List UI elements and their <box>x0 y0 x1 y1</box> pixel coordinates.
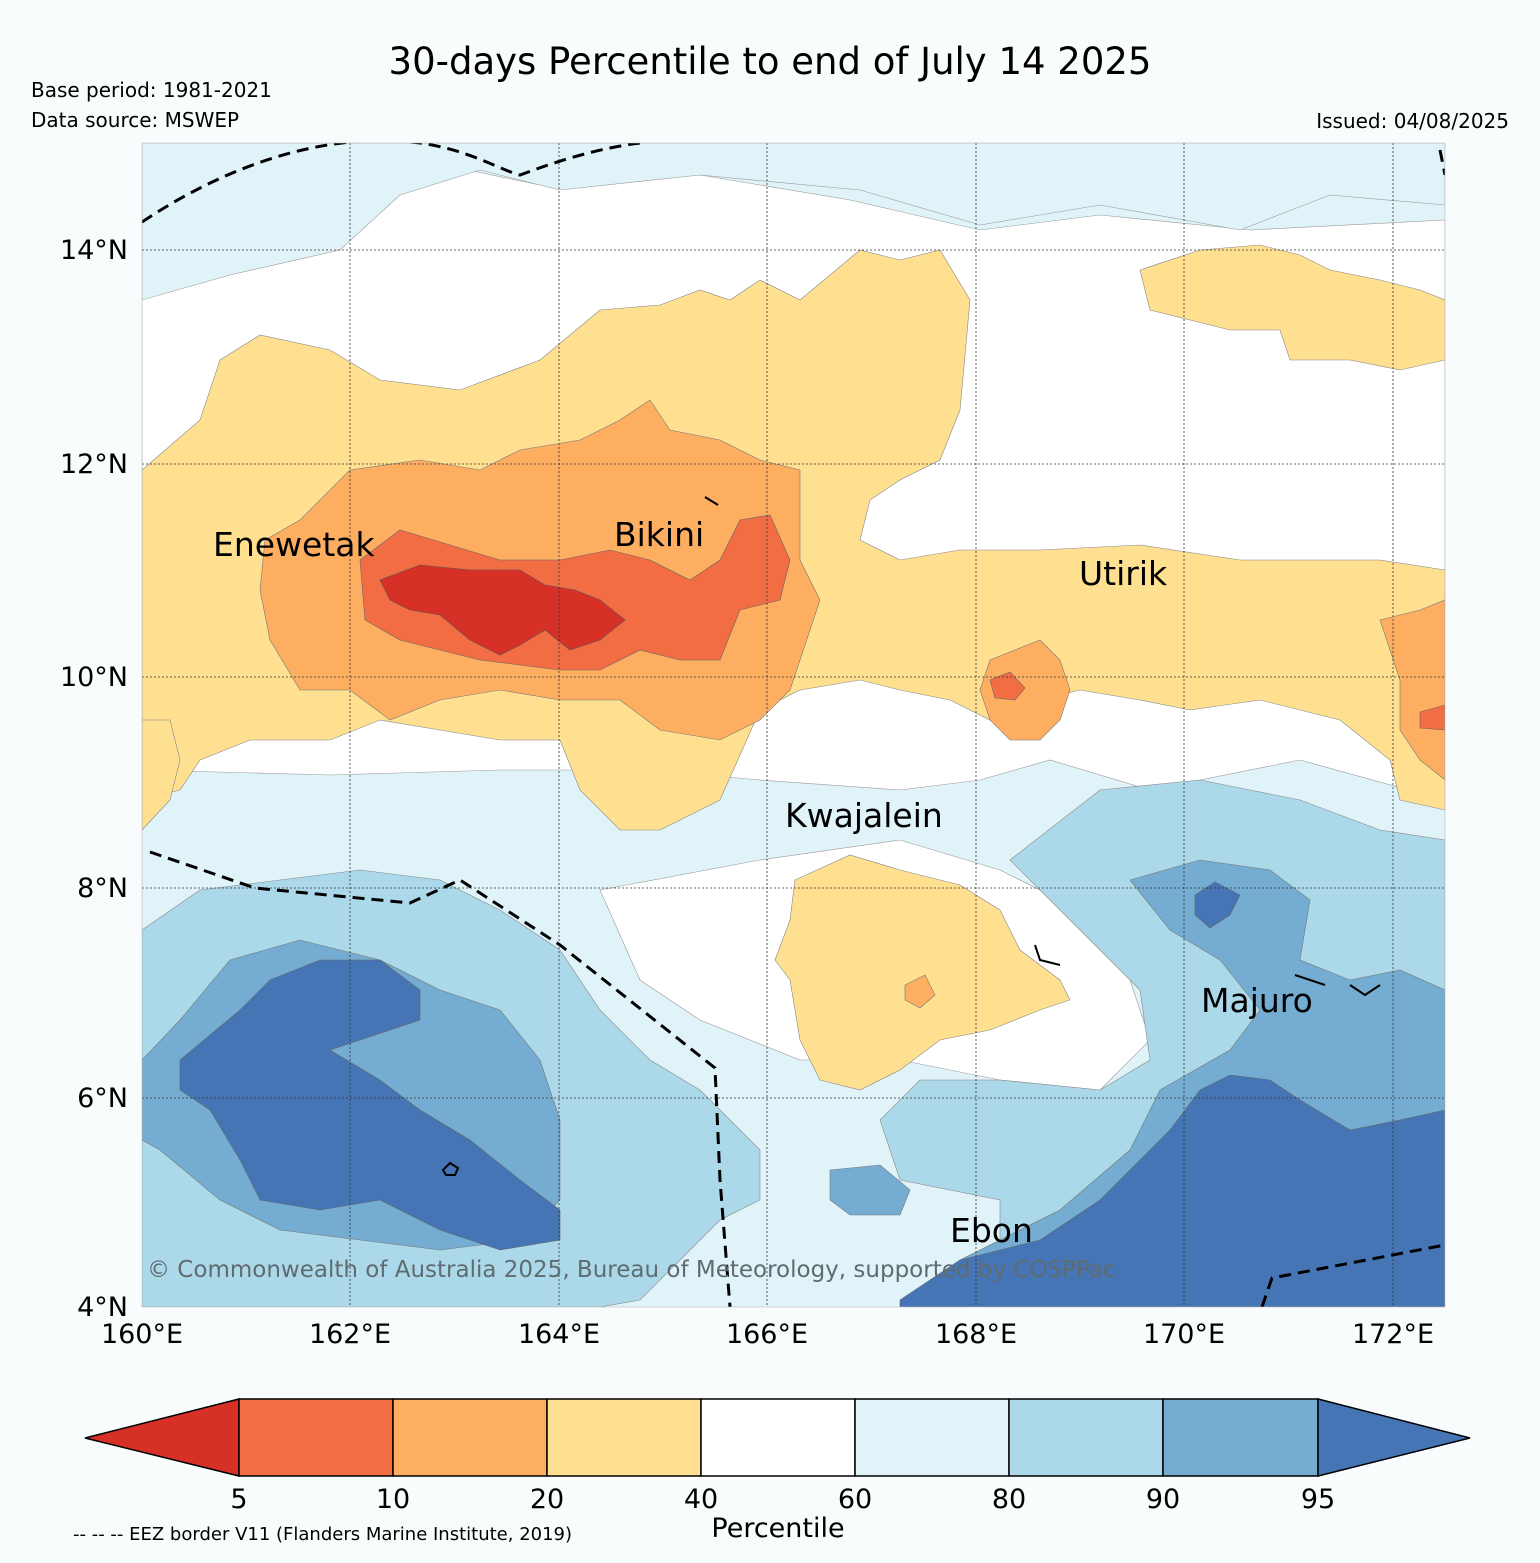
colorbar-tick-95: 95 <box>1301 1484 1335 1515</box>
colorbar-tick-90: 90 <box>1146 1484 1180 1515</box>
colorbar-segment-80-90 <box>1008 1398 1164 1477</box>
lon-tick-166e: 166°E <box>726 1319 808 1350</box>
issued-date-text: Issued: 04/08/2025 <box>1316 109 1509 133</box>
lon-tick-168e: 168°E <box>935 1319 1017 1350</box>
darkblue-region-east <box>899 1074 1445 1307</box>
darkblue-region-west <box>179 959 561 1251</box>
colorbar-tick-40: 40 <box>684 1484 718 1515</box>
place-label-kwajalein: Kwajalein <box>785 796 943 835</box>
orange-region-kwaj <box>904 974 936 1009</box>
place-labels: Enewetak Bikini Utirik Kwajalein Majuro … <box>213 515 1313 1250</box>
orange-region-utirik <box>979 639 1071 741</box>
colorbar-segment-20-40 <box>546 1398 702 1477</box>
island-outlines <box>441 496 1381 1176</box>
eez-note: -- -- -- EEZ border V11 (Flanders Marine… <box>73 1524 572 1545</box>
lon-tick-164e: 164°E <box>518 1319 600 1350</box>
colorbar-tick-20: 20 <box>530 1484 564 1515</box>
red-region <box>379 564 626 656</box>
gridlines <box>142 143 1445 1307</box>
light-blue-north <box>142 143 1445 301</box>
colorbar-segment-60-80 <box>854 1398 1010 1477</box>
yellow-region-kwaj <box>774 854 1071 1091</box>
lon-tick-172e: 172°E <box>1352 1319 1434 1350</box>
lat-tick-4n: 4°N <box>77 1292 128 1323</box>
lon-tick-160e: 160°E <box>101 1319 183 1350</box>
colorbar-segment-40-60 <box>700 1398 856 1477</box>
colorbar-ticks: 5 10 20 40 60 80 90 95 <box>230 1484 1335 1515</box>
colorbar-label: Percentile <box>711 1513 844 1544</box>
copyright-text: © Commonwealth of Australia 2025, Bureau… <box>147 1257 1116 1283</box>
darkblue-region-majuro <box>1194 881 1241 929</box>
base-period-text: Base period: 1981-2021 <box>31 78 272 102</box>
place-label-enewetak: Enewetak <box>213 525 376 564</box>
lat-tick-12n: 12°N <box>60 449 128 480</box>
place-label-ebon: Ebon <box>950 1211 1033 1250</box>
lat-ticks: 14°N 12°N 10°N 8°N 6°N 4°N <box>60 235 128 1323</box>
lat-tick-8n: 8°N <box>77 873 128 904</box>
colorbar-tick-10: 10 <box>376 1484 410 1515</box>
data-source-text: Data source: MSWEP <box>31 108 240 132</box>
colorbar-extend-low <box>84 1398 240 1477</box>
map-area <box>142 143 1445 1307</box>
lon-tick-162e: 162°E <box>309 1319 391 1350</box>
lat-tick-10n: 10°N <box>60 662 128 693</box>
colorbar-extend-high <box>1317 1398 1471 1477</box>
yellow-region-ne <box>1139 244 1445 371</box>
lat-tick-14n: 14°N <box>60 235 128 266</box>
map-frame <box>141 142 1446 1308</box>
colorbar-tick-5: 5 <box>230 1484 247 1515</box>
colorbar <box>84 1398 1471 1477</box>
darkorange-region-utirik <box>989 671 1026 701</box>
place-label-majuro: Majuro <box>1201 981 1313 1020</box>
colorbar-segment-90-95 <box>1162 1398 1319 1477</box>
place-label-bikini: Bikini <box>614 515 704 554</box>
darkorange-region-east <box>1419 704 1445 731</box>
blue-region-ebon <box>829 1164 911 1216</box>
lon-ticks: 160°E 162°E 164°E 166°E 168°E 170°E 172°… <box>101 1319 1434 1350</box>
chart-title: 30-days Percentile to end of July 14 202… <box>388 40 1152 83</box>
lat-tick-6n: 6°N <box>77 1083 128 1114</box>
lon-tick-170e: 170°E <box>1143 1319 1225 1350</box>
orange-region-east <box>1379 599 1445 781</box>
place-label-utirik: Utirik <box>1079 554 1168 593</box>
colorbar-segment-5-10 <box>238 1398 394 1477</box>
yellow-region-west <box>142 719 181 831</box>
colorbar-segment-10-20 <box>392 1398 548 1477</box>
colorbar-tick-60: 60 <box>838 1484 872 1515</box>
eez-borders <box>142 143 1445 1307</box>
colorbar-tick-80: 80 <box>992 1484 1026 1515</box>
